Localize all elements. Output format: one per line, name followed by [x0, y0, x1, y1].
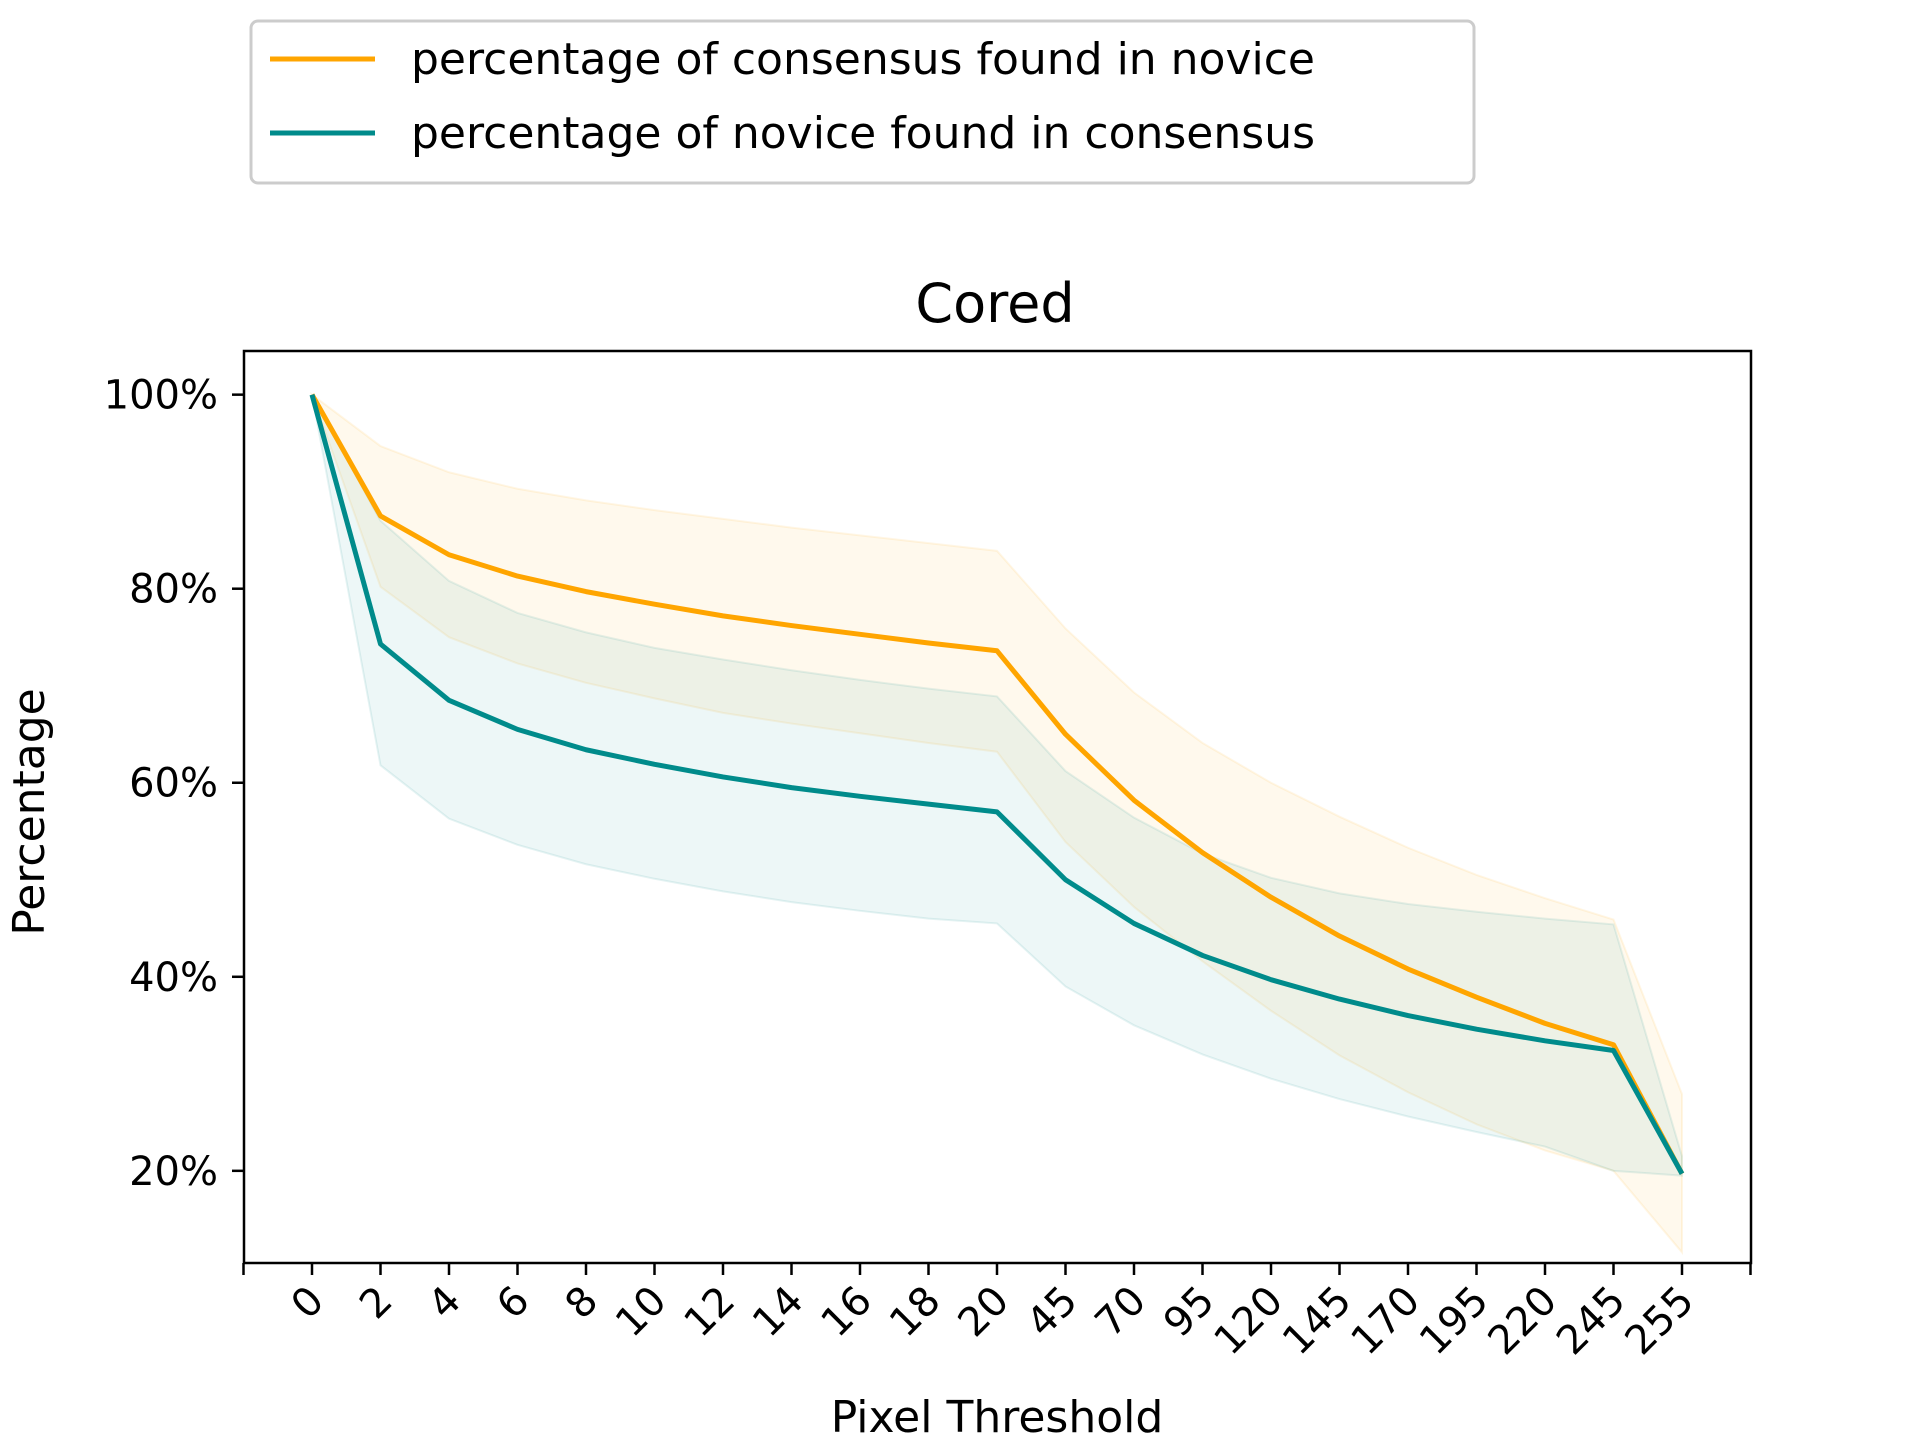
x-tick-label: 120 — [1206, 1278, 1293, 1365]
x-tick-label: 6 — [488, 1278, 539, 1329]
legend-label-novice-in-consensus: percentage of novice found in consensus — [411, 108, 1315, 159]
x-tick-label: 0 — [283, 1278, 334, 1329]
line-series-1 — [309, 393, 1685, 1175]
legend-label-consensus-in-novice: percentage of consensus found in novice — [411, 34, 1315, 85]
x-tick-label: 245 — [1548, 1278, 1635, 1365]
x-tick-label: 4 — [420, 1278, 471, 1329]
y-tick-label: 100% — [104, 373, 218, 419]
x-tick-label: 70 — [1087, 1278, 1156, 1347]
y-axis-label: Percentage — [4, 688, 55, 936]
x-axis-label: Pixel Threshold — [831, 1392, 1164, 1440]
x-tick-label: 2 — [351, 1278, 402, 1329]
series-lines — [309, 393, 1685, 1175]
x-tick-label: 10 — [607, 1278, 676, 1347]
x-tick-label: 16 — [813, 1278, 882, 1347]
confidence-bands — [309, 391, 1683, 1256]
legend-frame — [249, 19, 1476, 185]
x-tick-label: 20 — [950, 1278, 1019, 1347]
legend: percentage of consensus found in novice … — [249, 19, 1476, 185]
x-tick-label: 8 — [557, 1278, 608, 1329]
x-tick-label: 195 — [1411, 1278, 1498, 1365]
x-tick-label: 18 — [881, 1278, 950, 1347]
x-axis-ticks: 0 2 4 6 8 10 12 14 16 18 20 45 70 9512014517019522024… — [242, 1263, 1752, 1365]
y-tick-label: 80% — [129, 567, 218, 613]
x-tick-label: 45 — [1018, 1278, 1087, 1347]
line-series-0 — [309, 393, 1685, 1175]
chart-title: Cored — [915, 272, 1074, 335]
x-tick-label: 12 — [676, 1278, 745, 1347]
y-axis-ticks: 20% 40% 60% 80% 100% — [104, 373, 244, 1195]
y-tick-label: 20% — [129, 1149, 218, 1195]
x-tick-label: 14 — [744, 1278, 813, 1347]
band-series-1 — [311, 394, 1683, 1177]
x-tick-label: 145 — [1274, 1278, 1361, 1365]
x-tick-label: 255 — [1617, 1278, 1704, 1365]
y-tick-label: 40% — [129, 955, 218, 1001]
y-tick-label: 60% — [129, 761, 218, 807]
x-tick-label: 220 — [1480, 1278, 1567, 1365]
x-tick-label: 170 — [1343, 1278, 1430, 1365]
